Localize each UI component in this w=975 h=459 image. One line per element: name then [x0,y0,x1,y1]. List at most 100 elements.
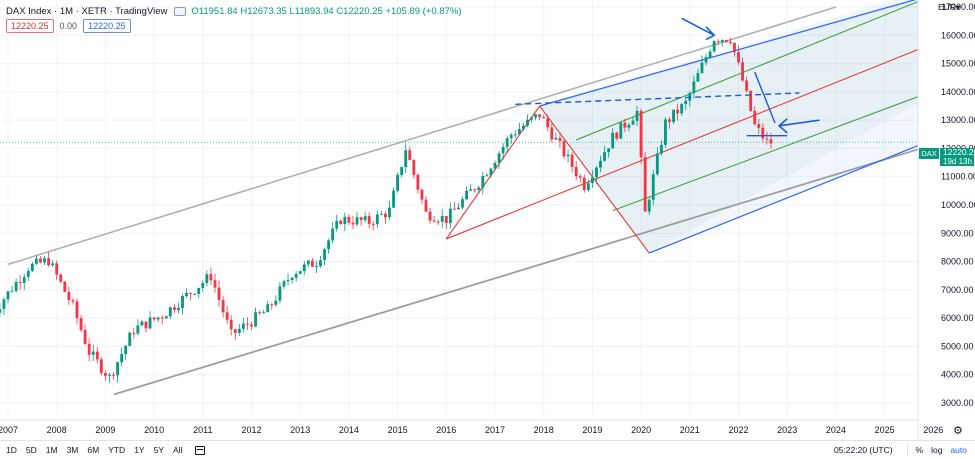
time-axis-tick: 2025 [875,425,895,435]
timeframe-6m[interactable]: 6M [87,445,100,455]
candle-body [493,162,497,169]
settings-gear-icon[interactable]: ⚙ [953,424,963,437]
candle-body [469,189,473,191]
candle-body [769,139,773,144]
candle-body [692,81,696,94]
candle-body [2,299,6,310]
candle-body [440,215,444,222]
timeframe-5d[interactable]: 5D [25,445,37,455]
candle-body [250,324,253,327]
candle-body [290,277,294,280]
down-arrow-stroke [754,71,776,124]
candle-body [700,62,704,74]
indicator-value-zero: 0.00 [59,21,78,31]
utc-clock[interactable]: 05:22:20 (UTC) [833,445,893,455]
auto-scale-toggle[interactable]: auto [950,445,967,455]
visibility-eye-icon[interactable] [174,6,187,16]
currency-label[interactable]: EUR▾ [938,2,961,12]
timeframe-all[interactable]: All [173,445,183,455]
candle-body [83,330,87,344]
timeframe-1y[interactable]: 1Y [134,445,145,455]
price-axis-tick: 17000.00 [941,2,975,12]
timeframe-1m[interactable]: 1M [45,445,58,455]
candle-body [124,345,128,355]
ohlc-close: C12220.25 [336,5,383,17]
right-arrowhead [777,118,788,134]
time-axis-tick: 2018 [534,425,554,435]
divider [906,444,908,456]
candle-body [172,307,176,311]
indicator-value-red[interactable]: 12220.25 [6,19,54,33]
candle-body [708,51,712,58]
log-scale-toggle[interactable]: log [931,445,943,455]
candle-body [375,214,379,225]
candle-body [363,216,367,221]
price-axis-tick: 5000.00 [941,341,974,351]
go-to-date-calendar-icon[interactable] [195,445,206,455]
candle-body [18,282,22,284]
candle-body [55,263,59,275]
candle-body [343,216,347,225]
candle-body [558,137,562,142]
candle-body [477,187,481,190]
candle-body [63,281,67,292]
candle-body [745,80,749,91]
pitchfork-upper-green [575,0,924,141]
candle-body [359,217,363,221]
candle-body [595,167,598,178]
time-axis-tick: 2014 [339,425,359,435]
candle-body [554,137,558,140]
candle-body [659,144,663,154]
candle-body [444,215,448,224]
candle-body [521,125,525,130]
candle-body [631,120,635,125]
candle-body [278,286,282,301]
top-arrowhead [705,26,716,41]
candle-body [266,304,270,313]
candle-body [448,208,452,224]
timeframe-1d[interactable]: 1D [6,445,17,455]
candle-body [22,276,26,283]
percent-scale-toggle[interactable]: % [915,445,924,455]
price-axis-tick: 7000.00 [941,285,974,295]
candle-body [704,57,708,63]
candle-body [79,318,83,331]
symbol-title[interactable]: DAX Index · 1M · XETR · TradingView [6,5,168,17]
price-axis-tick: 3000.00 [941,398,974,408]
candle-body [323,249,326,261]
candle-body [26,270,30,277]
time-axis-tick: 2023 [777,425,797,435]
pitchfork-median-red [446,34,954,240]
candle-body [574,166,578,177]
candle-body [71,300,75,302]
candle-body [319,260,322,266]
candle-body [302,264,306,272]
timeframe-5y[interactable]: 5Y [153,445,164,455]
timeframe-3m[interactable]: 3M [66,445,79,455]
candle-body [728,41,732,43]
candle-body [116,362,119,376]
candle-body [424,199,428,212]
candle-body [546,118,550,128]
candle-body [416,174,420,190]
candle-body [599,160,602,168]
candle-body [761,127,765,139]
ohlc-high: H12673.35 [240,5,287,17]
candle-body [51,263,55,266]
candle-body [712,41,716,52]
candle-body [404,150,408,168]
candle-body [156,317,160,320]
candle-body [310,260,314,267]
candle-body [461,199,464,208]
candle-body [99,359,103,374]
candle-body [716,41,720,43]
pitchfork-handle [539,105,650,254]
pitchfork-handle-left [445,105,541,240]
candle-body [542,117,546,119]
candle-body [47,258,51,266]
timeframe-ytd[interactable]: YTD [108,445,126,455]
candle-body [315,265,318,267]
indicator-value-blue[interactable]: 12220.25 [83,19,131,33]
